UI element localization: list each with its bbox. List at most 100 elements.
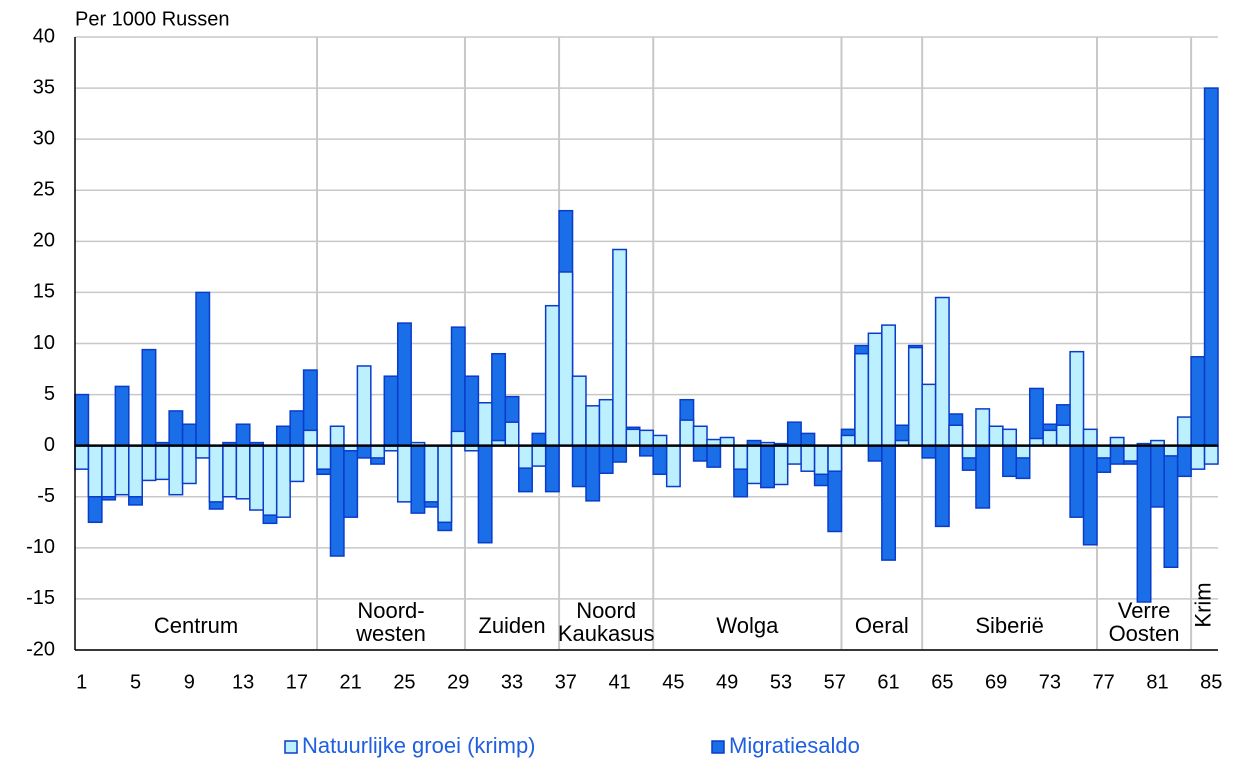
bar [477, 402, 493, 447]
bar [531, 432, 547, 447]
bar [128, 444, 143, 498]
bar [921, 444, 937, 459]
bar [262, 444, 278, 516]
group-label: Oosten [1109, 621, 1180, 646]
bar [639, 429, 654, 447]
bar [1015, 444, 1031, 459]
legend-label: Natuurlijke groei (krimp) [302, 733, 536, 758]
bar [934, 444, 950, 528]
bar [544, 444, 560, 493]
bar [74, 444, 90, 470]
y-tick-label: 5 [44, 383, 55, 405]
bar [652, 444, 668, 476]
bar [612, 444, 628, 463]
bar [208, 444, 224, 503]
bar [571, 444, 587, 488]
bar [948, 424, 964, 447]
bar [975, 408, 991, 447]
x-tick-label: 49 [716, 671, 738, 693]
bar [396, 444, 412, 503]
bar [289, 444, 305, 483]
bar [585, 444, 601, 502]
bar [423, 444, 439, 503]
bar [1203, 444, 1219, 465]
group-label: Siberië [975, 613, 1043, 638]
bar [181, 444, 197, 485]
group-label: Noord- [357, 598, 424, 623]
x-tick-label: 53 [770, 671, 792, 693]
x-tick-label: 1 [76, 671, 87, 693]
bar [800, 444, 816, 472]
x-tick-label: 65 [931, 671, 953, 693]
y-tick-label: -10 [26, 536, 55, 558]
bar [786, 421, 802, 447]
group-label: Wolga [716, 613, 779, 638]
y-tick-label: -5 [37, 485, 55, 507]
group-label: Oeral [855, 613, 909, 638]
bar [329, 444, 345, 557]
x-tick-label: 69 [985, 671, 1007, 693]
bar [571, 375, 587, 447]
bar [1082, 444, 1098, 546]
bar [881, 324, 897, 447]
bar [289, 410, 305, 447]
y-tick-label: 20 [33, 230, 55, 252]
group-label: Kaukasus [558, 621, 655, 646]
bar [1163, 444, 1179, 457]
x-tick-label: 9 [184, 671, 195, 693]
bar [854, 352, 870, 447]
x-tick-label: 29 [447, 671, 469, 693]
bar [598, 444, 614, 475]
bar [531, 444, 547, 467]
y-tick-label: 30 [33, 127, 55, 149]
bar [840, 434, 856, 447]
bar [343, 444, 359, 518]
bar [1190, 444, 1206, 470]
x-tick-label: 77 [1093, 671, 1115, 693]
bar [921, 383, 937, 447]
bar [101, 444, 117, 498]
bar [1069, 444, 1085, 518]
bar [746, 444, 762, 485]
bar [544, 304, 560, 447]
x-tick-label: 57 [824, 671, 846, 693]
bar [195, 291, 211, 447]
bar [786, 444, 802, 465]
y-tick-label: 10 [33, 332, 55, 354]
bar [450, 430, 466, 447]
bar [679, 419, 695, 447]
bar [612, 248, 628, 447]
x-tick-label: 21 [340, 671, 362, 693]
bar [1096, 444, 1112, 459]
bar [275, 425, 291, 447]
bar [275, 444, 291, 518]
bar [1082, 428, 1098, 447]
bar [639, 444, 654, 457]
bar [1163, 444, 1179, 568]
bar [1055, 424, 1071, 447]
x-tick-label: 17 [286, 671, 308, 693]
bar [141, 444, 157, 482]
bar [1123, 444, 1139, 462]
bar [1109, 444, 1125, 465]
group-label: westen [355, 621, 426, 646]
bar [114, 385, 130, 447]
bar [518, 444, 533, 469]
bar [558, 271, 574, 447]
x-tick-label: 85 [1200, 671, 1222, 693]
bar [585, 405, 601, 447]
y-tick-label: 35 [33, 76, 55, 98]
bar [450, 326, 466, 447]
bar [383, 375, 399, 447]
bar [181, 423, 197, 447]
bar [1176, 416, 1192, 447]
bar [370, 444, 386, 459]
bar [114, 444, 130, 496]
bar [141, 348, 157, 447]
bar [733, 444, 749, 470]
bar [760, 444, 775, 489]
y-axis-label: Per 1000 Russen [75, 8, 230, 30]
bar [249, 444, 265, 511]
